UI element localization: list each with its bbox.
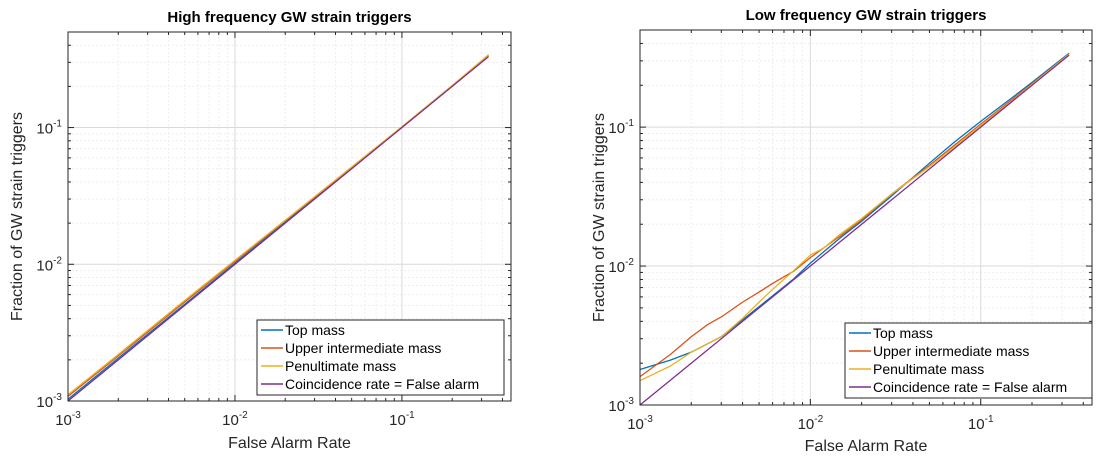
x-tick-label: 10-1 <box>968 414 994 433</box>
y-tick-label: 10-1 <box>36 119 62 138</box>
x-tick-label: 10-2 <box>798 414 824 433</box>
legend: Top mass Upper intermediate mass Penultima… <box>256 319 505 396</box>
x-tick-label: 10-1 <box>389 410 415 429</box>
series-line-3 <box>67 54 489 396</box>
y-tick-label: 10-2 <box>608 257 634 276</box>
x-axis-label: False Alarm Rate <box>228 435 351 452</box>
y-tick-label: 10-3 <box>608 396 634 415</box>
y-tick-label: 10-3 <box>36 392 62 411</box>
axes-box <box>639 29 1093 406</box>
grid <box>67 31 511 402</box>
y-axis-label: Fraction of GW strain triggers <box>9 112 26 321</box>
legend-label: Top mass <box>873 325 933 341</box>
chart-title: High frequency GW strain triggers <box>167 9 411 26</box>
legend-box <box>844 322 1093 399</box>
series-line-3 <box>639 53 1070 382</box>
series-line-2 <box>639 53 1070 378</box>
series-line-4 <box>67 56 489 402</box>
legend-label: Upper intermediate mass <box>873 343 1029 359</box>
x-tick-label: 10-2 <box>222 410 248 429</box>
legend: Top mass Upper intermediate mass Penultima… <box>844 322 1093 399</box>
axes-box <box>67 31 512 402</box>
legend-label: Coincidence rate = False alarm <box>285 376 479 392</box>
series-line-4 <box>639 54 1070 406</box>
legend-label: Top mass <box>285 322 345 338</box>
legend-label: Coincidence rate = False alarm <box>873 379 1067 395</box>
y-tick-label: 10-1 <box>608 118 634 137</box>
legend-label: Penultimate mass <box>873 361 984 377</box>
legend-label: Upper intermediate mass <box>285 340 441 356</box>
legend-label: Penultimate mass <box>285 358 396 374</box>
legend-box <box>256 319 505 396</box>
chart-panel-2: 10-3 10-2 10-1 10-3 10-2 10-1 Low frequency GW… <box>591 7 1093 455</box>
y-tick-label: 10-2 <box>36 255 62 274</box>
y-axis-label: Fraction of GW strain triggers <box>591 113 608 322</box>
x-tick-label: 10-3 <box>55 410 81 429</box>
chart-title: Low frequency GW strain triggers <box>746 7 987 24</box>
x-tick-label: 10-3 <box>627 414 653 433</box>
chart-panel-1: 10-3 10-2 10-1 10-3 10-2 10-1 High frequency G… <box>9 9 512 452</box>
x-axis-label: False Alarm Rate <box>805 438 928 455</box>
